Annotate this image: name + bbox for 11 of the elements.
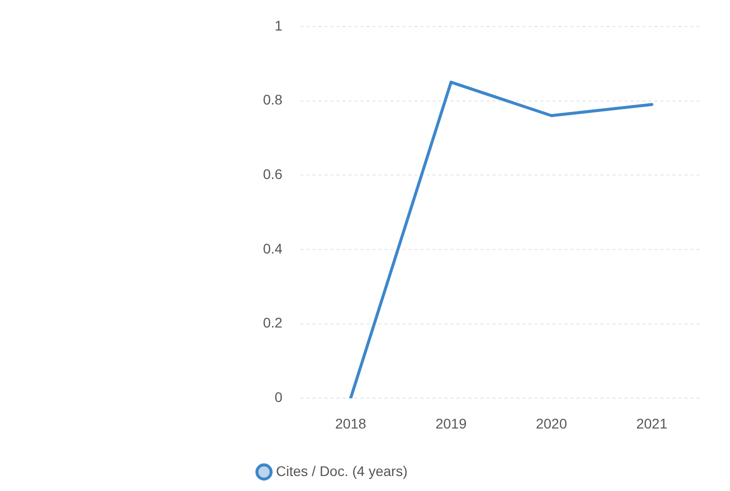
y-tick-label: 0: [274, 389, 283, 406]
x-tick-label: 2021: [636, 415, 668, 432]
y-tick-label: 0.4: [262, 240, 283, 256]
y-tick-label: 0.8: [262, 92, 283, 108]
x-tick-label: 2019: [435, 415, 467, 432]
x-tick-label: 2020: [536, 415, 568, 432]
legend-label: Cites / Doc. (4 years): [276, 462, 408, 479]
y-tick-label: 0.6: [262, 166, 283, 182]
y-tick-label: 0.2: [262, 314, 283, 331]
y-tick-label: 1: [274, 17, 283, 34]
x-tick-label: 2018: [335, 415, 366, 432]
